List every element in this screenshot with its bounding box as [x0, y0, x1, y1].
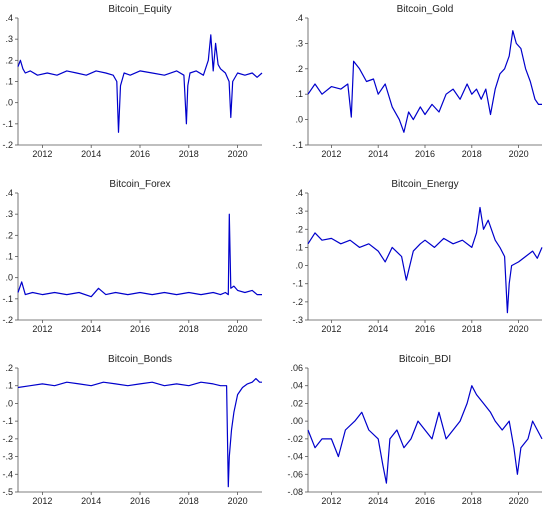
series-line-1 — [307, 30, 542, 133]
x-tick-label: 2020 — [228, 324, 248, 334]
chart-panel-3: Bitcoin_Forex 2012 2014 2016 2018 2020 -.2 -.1.… — [2, 179, 262, 334]
y-tick-label: -.1 — [292, 279, 303, 289]
y-tick-label: -.1 — [2, 119, 13, 129]
y-tick-label: .0 — [295, 115, 303, 125]
y-tick-label: .1 — [295, 242, 303, 252]
x-tick-label: 2018 — [462, 149, 482, 159]
y-tick-label: .3 — [295, 206, 303, 216]
y-tick-label: -.06 — [287, 469, 303, 479]
y-tick-label: .1 — [5, 381, 13, 391]
y-tick-label: .3 — [5, 209, 13, 219]
y-tick-label: .1 — [5, 252, 13, 262]
y-tick-label: .4 — [295, 188, 303, 198]
y-tick-label: .2 — [295, 224, 303, 234]
y-tick-label: .04 — [290, 381, 303, 391]
x-tick-label: 2012 — [32, 324, 52, 334]
x-tick-label: 2018 — [179, 324, 199, 334]
y-tick-label: .06 — [290, 363, 303, 373]
x-tick-label: 2014 — [81, 149, 101, 159]
x-tick-label: 2014 — [81, 324, 101, 334]
x-tick-label: 2012 — [321, 324, 341, 334]
y-tick-label: .4 — [5, 13, 13, 23]
y-tick-label: -.3 — [2, 452, 13, 462]
series-line-1 — [17, 34, 263, 133]
x-tick-label: 2014 — [81, 496, 101, 506]
x-tick-label: 2012 — [32, 496, 52, 506]
y-tick-label: -.1 — [292, 140, 303, 150]
chart-panel-6: Bitcoin_BDI 2012 2014 2016 2018 2020 -.08 -.06 -… — [287, 354, 543, 506]
y-tick-label: -.08 — [287, 487, 303, 497]
y-tick-label: .2 — [5, 55, 13, 65]
chart-panel-4: Bitcoin_Energy 2012 2014 2016 2018 2020 -.3 -.2… — [292, 179, 543, 334]
x-tick-label: 2016 — [415, 496, 435, 506]
y-tick-label: -.2 — [2, 140, 13, 150]
y-tick-label: .02 — [290, 398, 303, 408]
x-tick-label: 2020 — [228, 496, 248, 506]
x-tick-label: 2012 — [321, 149, 341, 159]
x-tick-label: 2020 — [509, 149, 529, 159]
x-tick-label: 2014 — [368, 324, 388, 334]
x-tick-label: 2014 — [368, 496, 388, 506]
y-tick-label: .0 — [295, 261, 303, 271]
y-tick-label: -.02 — [287, 434, 303, 444]
y-tick-label: .0 — [5, 273, 13, 283]
y-tick-label: .2 — [5, 230, 13, 240]
y-tick-label: -.3 — [292, 315, 303, 325]
y-tick-label: .0 — [5, 98, 13, 108]
chart-panel-2: Bitcoin_Gold 2012 2014 2016 2018 2020 -.1 .0 .1.… — [292, 4, 542, 159]
y-tick-label: .3 — [5, 34, 13, 44]
y-tick-label: -.1 — [2, 416, 13, 426]
y-tick-label: .1 — [295, 89, 303, 99]
x-tick-label: 2012 — [321, 496, 341, 506]
y-tick-label: -.04 — [287, 452, 303, 462]
y-tick-label: .3 — [295, 38, 303, 48]
chart-title: Bitcoin_Equity — [108, 4, 171, 15]
series-line-1 — [307, 385, 543, 484]
y-tick-label: .4 — [295, 13, 303, 23]
x-tick-label: 2016 — [130, 324, 150, 334]
y-tick-label: -.2 — [2, 315, 13, 325]
y-tick-label: -.5 — [2, 487, 13, 497]
x-tick-label: 2018 — [462, 496, 482, 506]
y-tick-label: .1 — [5, 77, 13, 87]
y-tick-label: -.4 — [2, 469, 13, 479]
chart-title: Bitcoin_Forex — [109, 179, 170, 190]
x-tick-label: 2018 — [179, 149, 199, 159]
series-line-1 — [307, 206, 543, 314]
y-tick-label: .2 — [5, 363, 13, 373]
x-tick-label: 2020 — [509, 324, 529, 334]
y-tick-label: .4 — [5, 188, 13, 198]
x-tick-label: 2020 — [509, 496, 529, 506]
y-tick-label: -.1 — [2, 294, 13, 304]
x-tick-label: 2018 — [462, 324, 482, 334]
x-tick-label: 2014 — [368, 149, 388, 159]
y-tick-label: -.2 — [292, 297, 303, 307]
y-tick-label: .2 — [295, 64, 303, 74]
x-tick-label: 2012 — [32, 149, 52, 159]
series-line-1 — [17, 213, 262, 298]
chart-title: Bitcoin_Bonds — [108, 354, 172, 365]
chart-title: Bitcoin_Energy — [391, 179, 458, 190]
x-tick-label: 2016 — [415, 324, 435, 334]
chart-title: Bitcoin_Gold — [397, 4, 454, 15]
y-tick-label: .00 — [290, 416, 303, 426]
x-tick-label: 2018 — [179, 496, 199, 506]
x-tick-label: 2016 — [130, 496, 150, 506]
y-tick-label: -.2 — [2, 434, 13, 444]
x-tick-label: 2016 — [130, 149, 150, 159]
chart-title: Bitcoin_BDI — [399, 354, 451, 365]
y-tick-label: .0 — [5, 398, 13, 408]
x-tick-label: 2020 — [228, 149, 248, 159]
x-tick-label: 2016 — [415, 149, 435, 159]
chart-panel-1: Bitcoin_Equity 2012 2014 2016 2018 2020 -.2 -.1… — [2, 4, 263, 159]
chart-panel-5: Bitcoin_Bonds 2012 2014 2016 2018 2020 -.5 -.4 -… — [2, 354, 262, 506]
series-line-1 — [17, 378, 262, 488]
